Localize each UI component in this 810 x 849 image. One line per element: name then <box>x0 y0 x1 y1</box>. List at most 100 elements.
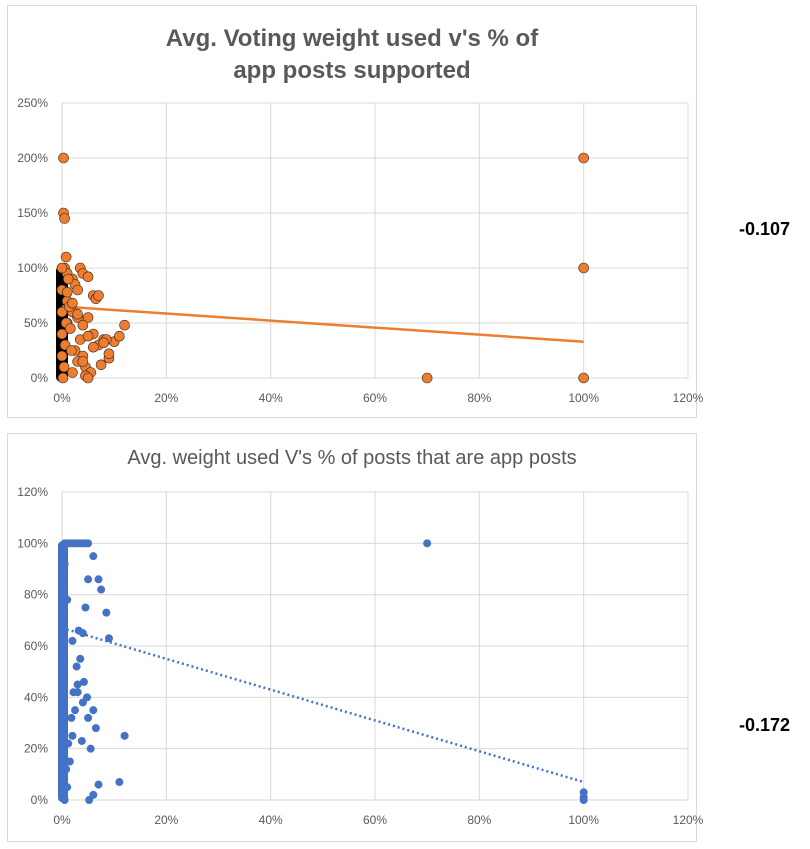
data-point <box>61 286 73 298</box>
data-point <box>67 367 78 378</box>
y-tick-label: 100% <box>17 536 48 550</box>
data-point <box>58 361 70 373</box>
y-tick-label: 80% <box>24 588 48 602</box>
data-point <box>578 152 589 164</box>
chart-title: Avg. Voting weight used v's % of app pos… <box>165 25 539 84</box>
trendline <box>61 626 585 784</box>
data-point <box>58 616 66 625</box>
data-point <box>91 724 100 733</box>
data-point <box>120 731 129 740</box>
y-tick-label: 120% <box>17 485 48 499</box>
y-tick-label: 250% <box>17 96 48 110</box>
data-point <box>71 706 80 715</box>
data-point <box>84 539 93 548</box>
data-point <box>81 603 90 612</box>
data-point <box>103 348 115 360</box>
correlation-value: -0.107 <box>739 219 791 239</box>
data-point <box>62 273 74 285</box>
trendline <box>61 305 584 343</box>
data-point <box>83 693 92 702</box>
data-point <box>64 739 73 748</box>
x-tick-label: 80% <box>467 813 491 827</box>
data-point <box>84 713 93 722</box>
data-point <box>77 356 89 367</box>
y-tick-label: 20% <box>24 742 48 756</box>
correlation-value: -0.172 <box>739 715 791 735</box>
data-point <box>65 757 74 766</box>
data-point <box>58 693 66 702</box>
data-point <box>579 796 588 804</box>
x-tick-label: 20% <box>154 391 178 405</box>
data-point <box>73 680 82 689</box>
data-point <box>95 359 107 371</box>
y-tick-label: 150% <box>17 206 48 220</box>
data-point <box>77 736 86 745</box>
data-point <box>56 262 68 274</box>
data-point <box>58 744 66 753</box>
x-tick-label: 0% <box>53 813 71 827</box>
data-point <box>82 271 94 283</box>
y-tick-label: 200% <box>17 151 48 165</box>
data-point <box>63 783 72 792</box>
data-point <box>72 662 81 671</box>
data-point <box>58 590 66 599</box>
chart-bottom: Avg. weight used V's % of posts that are… <box>7 433 697 842</box>
x-tick-label: 100% <box>568 813 599 827</box>
data-point <box>56 328 68 340</box>
x-tick-label: 60% <box>363 813 387 827</box>
data-point <box>58 152 69 164</box>
data-point <box>67 297 78 309</box>
y-tick-label: 60% <box>24 639 48 653</box>
data-point <box>77 319 89 331</box>
x-tick-label: 40% <box>259 813 283 827</box>
data-point <box>89 552 98 561</box>
x-tick-label: 40% <box>259 391 283 405</box>
data-point <box>67 713 76 722</box>
data-point <box>79 677 88 686</box>
data-point <box>114 330 125 342</box>
y-tick-label: 0% <box>31 371 49 385</box>
x-tick-label: 80% <box>467 391 491 405</box>
y-tick-label: 0% <box>31 793 49 807</box>
x-tick-label: 100% <box>568 391 599 405</box>
data-point <box>97 585 106 594</box>
data-point <box>88 341 99 353</box>
data-point <box>74 626 83 635</box>
data-point <box>58 577 66 586</box>
x-tick-label: 60% <box>363 391 387 405</box>
data-point <box>93 290 104 301</box>
data-point <box>82 330 94 342</box>
data-point <box>89 706 98 715</box>
x-tick-label: 20% <box>154 813 178 827</box>
data-point <box>56 350 68 362</box>
data-point <box>57 372 69 384</box>
data-point <box>58 719 66 727</box>
data-point <box>72 284 83 296</box>
data-point <box>63 595 72 604</box>
data-point <box>578 372 589 384</box>
data-point <box>423 539 432 548</box>
data-point <box>115 778 124 787</box>
data-point <box>68 636 77 645</box>
data-point <box>94 575 103 584</box>
data-point <box>56 306 68 318</box>
data-point <box>86 744 95 753</box>
y-tick-label: 100% <box>17 261 48 275</box>
data-point <box>76 654 85 663</box>
data-point <box>58 642 66 650</box>
data-point <box>119 319 130 331</box>
data-point <box>421 372 433 384</box>
data-point <box>104 634 113 643</box>
x-tick-label: 120% <box>673 391 704 405</box>
data-point <box>68 731 77 740</box>
x-tick-label: 0% <box>53 391 71 405</box>
data-point <box>94 780 103 789</box>
data-point <box>58 552 66 561</box>
data-point <box>60 796 69 804</box>
data-point <box>60 559 69 568</box>
data-point <box>66 345 77 356</box>
x-tick-label: 120% <box>673 813 704 827</box>
data-point <box>59 213 70 224</box>
data-point <box>84 575 93 584</box>
